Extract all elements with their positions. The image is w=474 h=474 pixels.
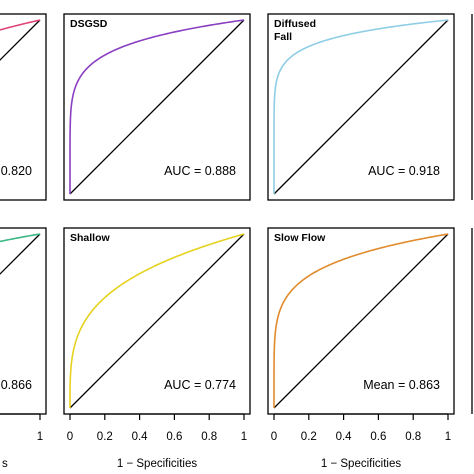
auc-label: AUC = 0.888 (164, 164, 236, 178)
panel-frame (63, 13, 251, 201)
auc-label: AUC = 0.774 (164, 378, 236, 392)
x-tick-label: 0.2 (301, 431, 317, 443)
x-tick-label: 0.6 (370, 431, 386, 443)
x-tick-label: 0.8 (405, 431, 421, 443)
reference-diagonal (69, 19, 245, 195)
x-tick-label: 1 (37, 431, 43, 443)
reference-diagonal (273, 233, 449, 409)
panel-p12: Slow Flow Mean = 0.863 0 0.2 0.4 0.6 0.8 1 1 − S… (267, 227, 455, 470)
panel-p10: 0.866 1 s (0, 227, 47, 470)
auc-label: Mean = 0.863 (363, 378, 440, 392)
x-tick-label: 0.2 (97, 431, 113, 443)
x-tick-label: 1 (445, 431, 451, 443)
reference-diagonal (273, 19, 449, 195)
auc-label: 0.820 (1, 164, 32, 178)
x-tick-label: 0 (271, 431, 277, 443)
roc-curve-p02 (273, 19, 449, 194)
panel-title: DSGSD (70, 18, 108, 30)
reference-diagonal (0, 233, 41, 275)
x-tick-label: 0.4 (132, 431, 149, 443)
roc-curve-p11 (69, 233, 245, 408)
panel-p01: DSGSD AUC = 0.888 (63, 13, 251, 201)
x-axis-label: 1 − Specificities (117, 458, 197, 470)
x-axis-label: s (2, 458, 8, 470)
x-tick-label: 0.4 (336, 431, 353, 443)
panel-title: Fall (274, 31, 292, 43)
panel-p11: Shallow AUC = 0.774 0 0.2 0.4 0.6 0.8 1 1 − Spec… (63, 227, 251, 470)
panel-p00: 0.820 (0, 13, 47, 201)
roc-curve-p12 (273, 233, 449, 408)
auc-label: 0.866 (1, 378, 32, 392)
x-tick-label: 0 (67, 431, 73, 443)
panel-frame (267, 13, 455, 201)
panel-title: Shallow (70, 232, 111, 244)
reference-diagonal (0, 19, 41, 61)
x-tick-label: 1 (241, 431, 247, 443)
reference-diagonal (69, 233, 245, 409)
roc-curve-p01 (69, 19, 245, 194)
x-axis-label: 1 − Specificities (321, 458, 401, 470)
panel-title: Slow Flow (274, 232, 326, 244)
panel-frame (0, 13, 47, 201)
x-tick-label: 0.8 (201, 431, 217, 443)
x-tick-label: 0.6 (166, 431, 182, 443)
auc-label: AUC = 0.918 (368, 164, 440, 178)
panel-frame (0, 227, 47, 415)
panel-title: Diffused (274, 18, 316, 30)
